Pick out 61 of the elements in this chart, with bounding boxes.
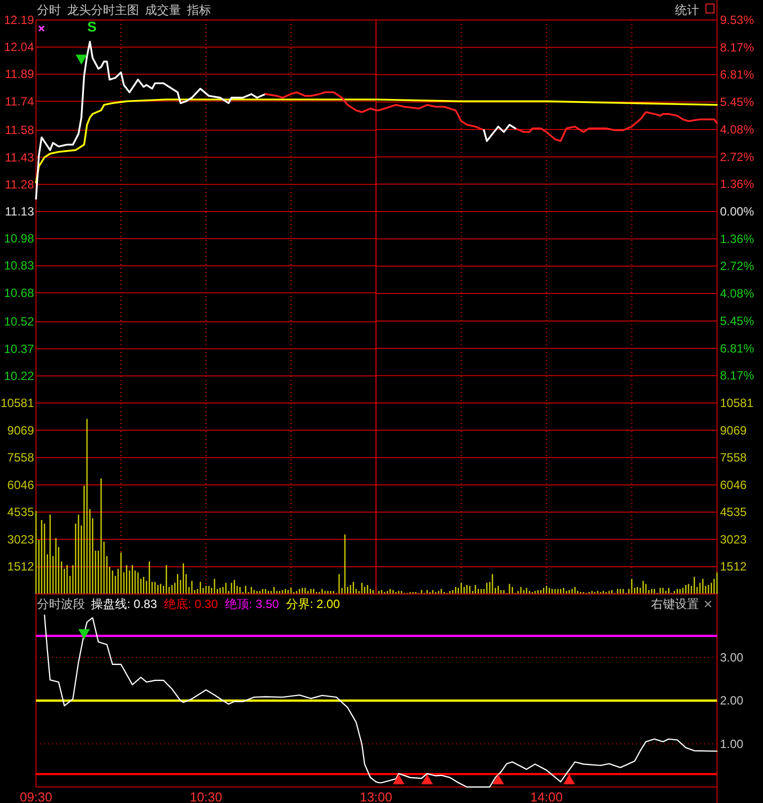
y2-tick-label: 8.17%: [720, 40, 754, 54]
y-tick-label: 10.52: [4, 314, 34, 329]
x-tick-label: 13:00: [360, 790, 392, 803]
y2-tick-label: 4.08%: [720, 122, 754, 137]
ref-line-label: 绝顶: 3.50: [224, 597, 280, 611]
y-tick-label: 3023: [7, 532, 34, 546]
x-tick-label: 14:00: [530, 790, 563, 803]
text: 指标: [186, 3, 211, 17]
y-tick-label: 10.22: [4, 368, 34, 383]
y-tick-label: 10.37: [4, 342, 34, 356]
y2-tick-label: 4535: [720, 505, 748, 520]
y2-tick-label: 7558: [720, 450, 748, 465]
chart-title: 分时: [37, 3, 61, 17]
text: 统计: [675, 3, 699, 17]
y-tick-label: 6046: [7, 478, 34, 492]
y2-tick-label: 9.53%: [720, 13, 754, 27]
y2-tick-label: 4.08%: [720, 286, 754, 300]
y2-tick-label: 6.81%: [720, 341, 754, 356]
y2-tick-label: 10581: [720, 396, 754, 410]
y2-tick-label: 6046: [720, 478, 748, 492]
y2-tick-label: 1.00: [720, 736, 744, 751]
ref-line-label: 分界: 2.00: [286, 597, 340, 611]
y2-tick-label: 8.17%: [720, 368, 754, 383]
y2-tick-label: 6.81%: [720, 68, 754, 82]
annotation: 右键设置: [651, 597, 699, 611]
y2-tick-label: 5.45%: [720, 94, 754, 109]
y-tick-label: 9069: [7, 423, 34, 438]
y2-tick-label: 5.45%: [720, 314, 754, 328]
y2-tick-label: 1.36%: [720, 177, 754, 192]
y2-tick-label: 1512: [720, 560, 748, 574]
chart-subtitle: 龙头分时主图: [67, 3, 139, 17]
y-tick-label: 4535: [7, 505, 34, 520]
y2-tick-label: 2.72%: [720, 150, 754, 164]
x-tick-label: 10:30: [190, 790, 222, 803]
y2-tick-label: 9069: [720, 423, 748, 438]
chart-title: 分时波段: [37, 597, 85, 611]
y2-tick-label: 3023: [720, 532, 748, 546]
y-tick-label: 11.89: [4, 67, 34, 82]
y-tick-label: 10581: [0, 396, 34, 410]
text: 成交量: [145, 3, 181, 17]
y-tick-label: 12.04: [4, 40, 34, 54]
y-tick-label: 10.83: [4, 258, 34, 273]
y2-tick-label: 2.72%: [720, 259, 754, 274]
y-tick-label: 10.68: [4, 286, 34, 300]
y-tick-label: 1512: [7, 560, 34, 574]
series-label: 操盘线: 0.83: [91, 597, 158, 611]
y2-tick-label: 2.00: [720, 694, 744, 708]
y-tick-label: 10.98: [4, 232, 34, 246]
y-tick-label: 11.74: [4, 94, 34, 108]
x-tick-label: 09:30: [20, 790, 52, 803]
y-tick-label: 12.19: [4, 13, 34, 27]
y-tick-label: 7558: [7, 450, 34, 465]
annotation: S: [87, 18, 97, 35]
ref-line-label: 绝底: 0.30: [164, 597, 218, 611]
y-tick-label: 11.13: [4, 204, 34, 218]
y2-tick-label: 1.36%: [720, 232, 754, 246]
y2-tick-label: 3.00: [720, 650, 744, 664]
y-tick-label: 11.58: [4, 123, 34, 138]
y2-tick-label: 0.00%: [720, 204, 754, 218]
y-tick-label: 11.28: [4, 177, 34, 192]
y-tick-label: 11.43: [4, 150, 34, 164]
